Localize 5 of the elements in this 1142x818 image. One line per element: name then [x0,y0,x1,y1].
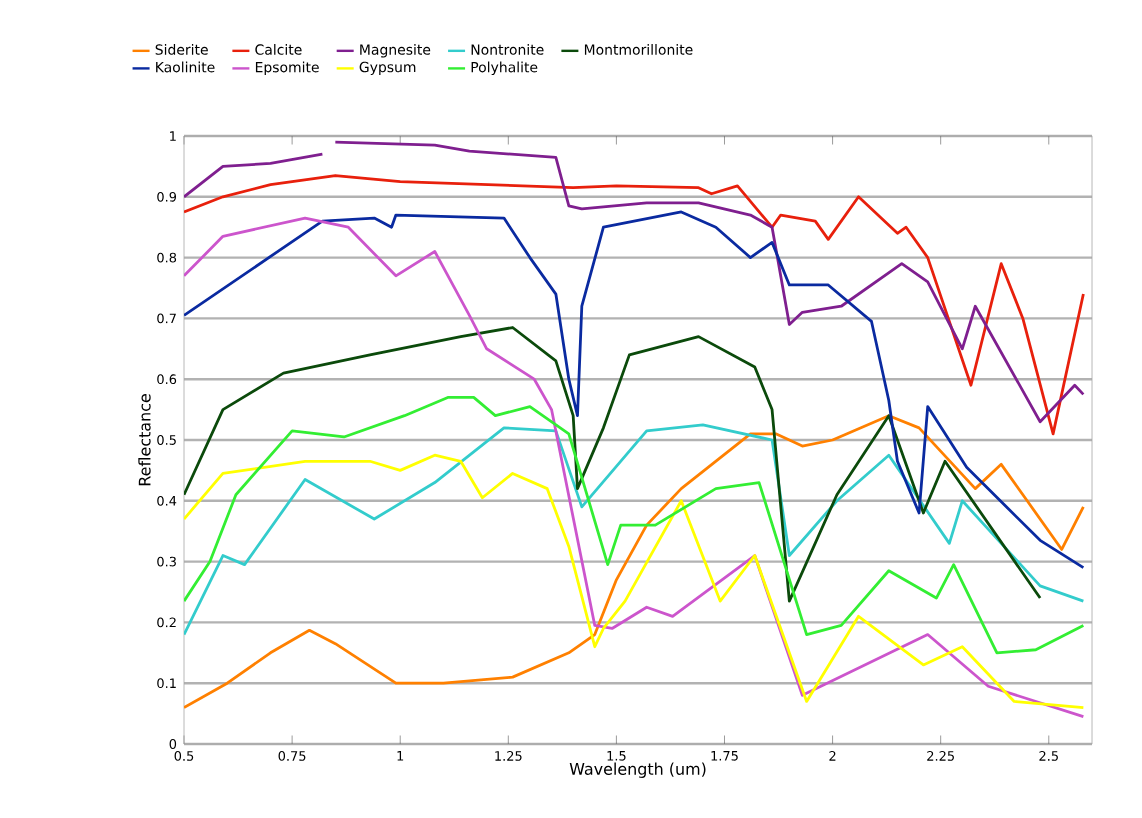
line-series [184,396,1085,655]
line-series [184,216,1085,719]
line-series [184,326,1042,603]
line-series [184,423,1085,636]
line-series [184,210,1085,570]
